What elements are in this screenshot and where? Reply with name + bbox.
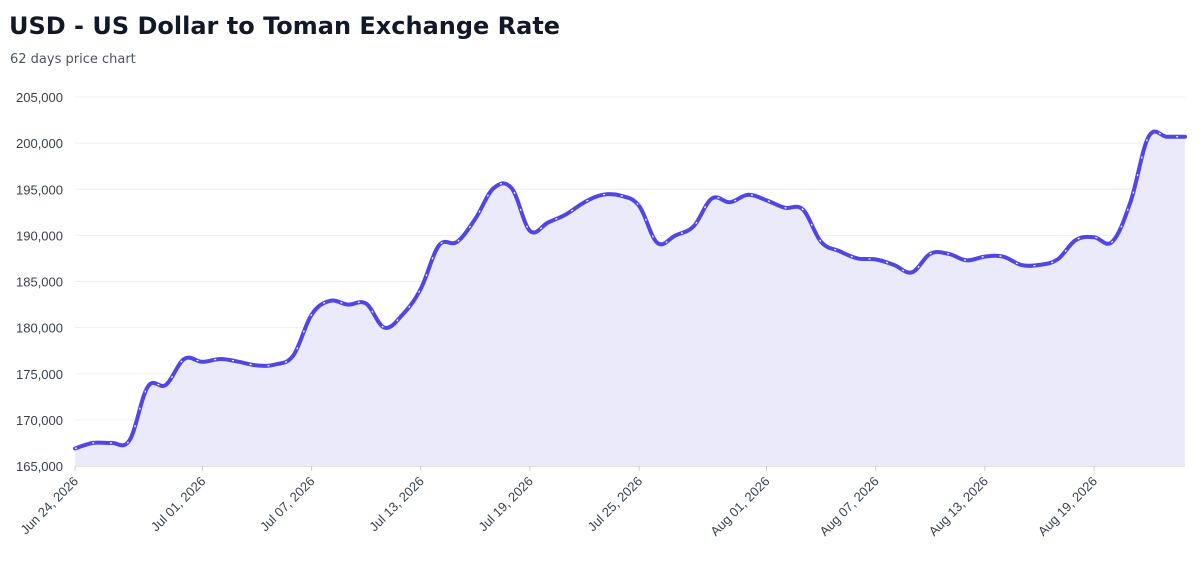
data-point [746,193,750,197]
chart-subtitle: 62 days price chart [10,52,136,67]
x-tick-label: Jul 01, 2026 [148,474,209,535]
data-point [674,233,678,237]
y-tick-label: 170,000 [16,413,63,428]
y-tick-label: 190,000 [16,228,63,243]
data-point [382,326,386,330]
data-point [710,197,714,201]
data-point [1165,135,1169,139]
x-tick-label: Jun 24, 2026 [17,474,81,538]
data-point [655,241,659,245]
data-point [109,441,113,445]
data-point [1092,235,1096,239]
data-point [856,256,860,260]
y-tick-label: 175,000 [16,367,63,382]
x-tick-label: Jul 07, 2026 [257,474,318,535]
data-point [619,194,623,198]
data-point [837,249,841,253]
data-point [91,441,95,445]
data-point [965,258,969,262]
data-point [1037,263,1041,267]
data-point [219,357,223,361]
data-point [946,252,950,256]
data-point [692,224,696,228]
chart-title: USD - US Dollar to Toman Exchange Rate [9,12,561,40]
data-point [255,363,259,367]
data-point [728,200,732,204]
data-point [164,383,168,387]
data-point [1147,135,1151,139]
data-point [419,287,423,291]
data-point [1019,263,1023,267]
data-point [892,263,896,267]
data-point [237,360,241,364]
data-point [783,206,787,210]
data-point [455,240,459,244]
x-tick-label: Aug 07, 2026 [816,474,881,539]
data-point [328,299,332,303]
x-tick-label: Aug 01, 2026 [707,474,772,539]
data-point [1001,255,1005,259]
data-point [346,303,350,307]
data-point [510,186,514,190]
data-point [73,447,77,451]
y-tick-label: 180,000 [16,321,63,336]
data-point [801,208,805,212]
data-point [310,313,314,317]
y-axis: 165,000 170,000 175,000 180,000 185,000 190,0… [16,90,63,474]
data-point [401,313,405,317]
data-point [182,357,186,361]
data-point [546,221,550,225]
data-point [128,438,132,442]
y-tick-label: 195,000 [16,182,63,197]
data-point [928,252,932,256]
price-area-fill [75,131,1185,466]
data-point [200,360,204,364]
data-point [291,353,295,357]
data-point [364,302,368,306]
y-tick-label: 185,000 [16,275,63,290]
data-point [564,212,568,216]
data-point [765,198,769,202]
data-point [983,255,987,259]
data-point [492,186,496,190]
data-point [1128,200,1132,204]
x-tick-label: Jul 25, 2026 [585,474,646,535]
x-tick-label: Aug 13, 2026 [926,474,991,539]
data-point [146,385,150,389]
data-point [583,200,587,204]
data-point [1110,240,1114,244]
data-point [601,193,605,197]
data-point [473,217,477,221]
data-point [819,240,823,244]
x-tick-label: Jul 13, 2026 [366,474,427,535]
y-tick-label: 200,000 [16,136,63,151]
x-tick-label: Aug 19, 2026 [1035,474,1100,539]
data-point [1074,238,1078,242]
y-tick-label: 205,000 [16,90,63,105]
data-point [910,270,914,274]
data-point [437,244,441,248]
data-point [1183,135,1187,139]
price-line [73,129,1187,451]
data-point [273,363,277,367]
data-point [528,229,532,233]
x-axis: Jun 24, 2026 Jul 01, 2026 Jul 07, 2026 Jul … [17,466,1100,539]
data-point [1056,257,1060,261]
data-point [637,204,641,208]
x-tick-label: Jul 19, 2026 [475,474,536,535]
data-point [874,257,878,261]
y-tick-label: 165,000 [16,459,63,474]
